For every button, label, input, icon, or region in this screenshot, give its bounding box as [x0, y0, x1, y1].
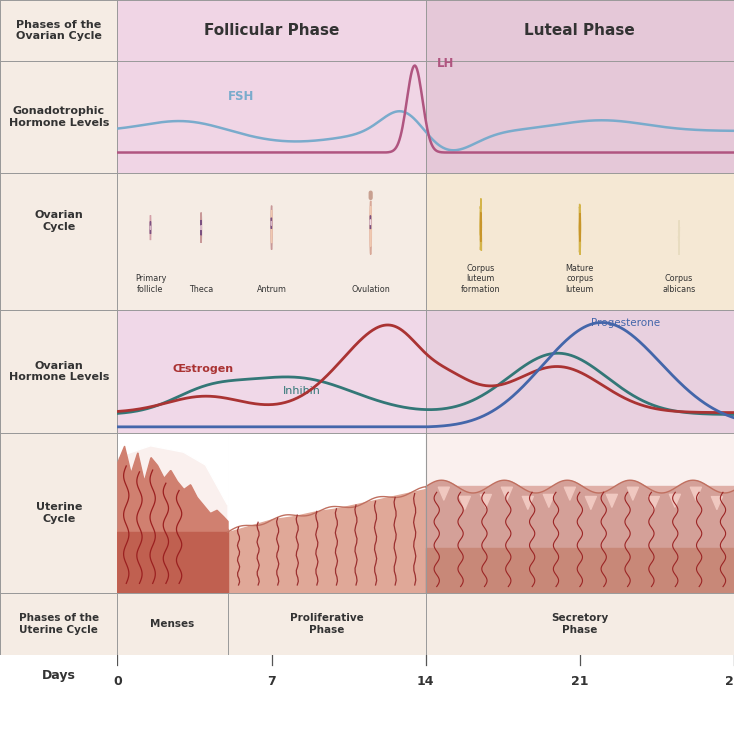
Ellipse shape	[370, 201, 371, 254]
Text: Antrum: Antrum	[257, 285, 286, 294]
Text: 21: 21	[571, 675, 589, 687]
Text: Follicular Phase: Follicular Phase	[204, 23, 339, 38]
Text: Proliferative
Phase: Proliferative Phase	[290, 613, 363, 635]
Text: 0: 0	[113, 675, 122, 687]
Polygon shape	[480, 199, 482, 251]
Text: Theca: Theca	[189, 285, 214, 294]
Text: Phases of the
Ovarian Cycle: Phases of the Ovarian Cycle	[16, 19, 101, 42]
Text: Uterine
Cycle: Uterine Cycle	[35, 502, 82, 524]
Text: 14: 14	[417, 675, 435, 687]
Text: Mature
corpus
luteum: Mature corpus luteum	[566, 264, 594, 294]
Polygon shape	[117, 433, 228, 505]
Text: Gonadotrophic
Hormone Levels: Gonadotrophic Hormone Levels	[9, 106, 109, 128]
Text: FSH: FSH	[228, 90, 254, 103]
Ellipse shape	[271, 205, 272, 250]
Text: Secretory
Phase: Secretory Phase	[551, 613, 608, 635]
Text: Ovarian
Hormone Levels: Ovarian Hormone Levels	[9, 361, 109, 382]
Ellipse shape	[370, 206, 371, 246]
Text: Luteal Phase: Luteal Phase	[525, 23, 635, 38]
Text: LH: LH	[437, 57, 454, 70]
Text: Ovulation: Ovulation	[352, 285, 390, 294]
Text: Corpus
albicans: Corpus albicans	[662, 275, 696, 294]
Ellipse shape	[200, 213, 202, 243]
Text: Progesterone: Progesterone	[591, 318, 660, 328]
Text: Ovarian
Cycle: Ovarian Cycle	[34, 210, 83, 231]
Ellipse shape	[271, 210, 272, 243]
Text: 28: 28	[725, 675, 734, 687]
Polygon shape	[678, 220, 680, 255]
Text: 7: 7	[267, 675, 276, 687]
Text: Primary
follicle: Primary follicle	[135, 275, 166, 294]
Text: Œstrogen: Œstrogen	[172, 364, 233, 373]
Text: Inhibin: Inhibin	[283, 385, 321, 396]
Text: Corpus
luteum
formation: Corpus luteum formation	[461, 264, 501, 294]
Text: Days: Days	[42, 669, 76, 682]
Text: Menses: Menses	[150, 619, 195, 629]
Polygon shape	[579, 204, 581, 255]
Text: Phases of the
Uterine Cycle: Phases of the Uterine Cycle	[18, 613, 99, 635]
